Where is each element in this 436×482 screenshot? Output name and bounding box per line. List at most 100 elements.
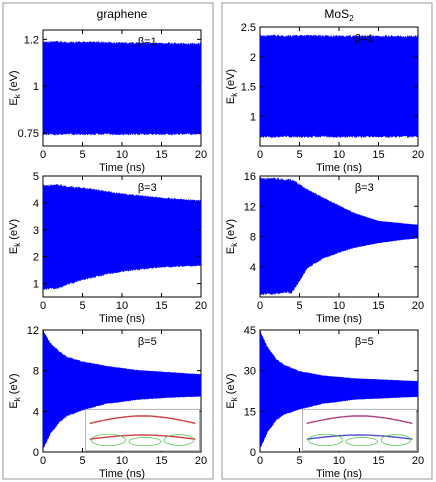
x-axis-label: Time (ns) xyxy=(99,162,145,174)
x-tick-label: 0 xyxy=(40,455,46,467)
y-tick-label: 8 xyxy=(33,366,39,378)
beta-annotation: β=1 xyxy=(355,33,374,45)
beta-annotation: β=3 xyxy=(355,182,374,194)
left-column-frame xyxy=(2,2,214,480)
energy-signal xyxy=(259,176,419,296)
panel-graphene-beta3: 0 5 10 15 20 1 2 3 4 5 Time (ns) Ek (eV) β=3 xyxy=(8,171,207,325)
x-tick-label: 15 xyxy=(372,455,384,467)
panel-mos2-beta5: 0 5 10 15 20 0 15 30 45 Time (ns) Ek (eV) β=5 xyxy=(225,325,424,480)
x-tick-label: 10 xyxy=(333,300,345,312)
y-tick-label: 0 xyxy=(250,447,256,459)
x-tick-label: 20 xyxy=(195,455,207,467)
energy-signal xyxy=(42,183,202,291)
x-tick-label: 0 xyxy=(40,149,46,161)
x-tick-label: 5 xyxy=(79,455,85,467)
y-tick-label: 16 xyxy=(244,171,256,183)
x-tick-label: 20 xyxy=(412,455,424,467)
y-tick-label: 0 xyxy=(33,447,39,459)
x-tick-label: 20 xyxy=(412,149,424,161)
inset-upper-sheet xyxy=(89,415,196,425)
energy-signal xyxy=(42,330,202,448)
x-tick-label: 15 xyxy=(155,455,167,467)
x-tick-label: 5 xyxy=(79,149,85,161)
x-axis-label: Time (ns) xyxy=(316,162,362,174)
x-tick-label: 0 xyxy=(40,300,46,312)
x-tick-label: 10 xyxy=(333,455,345,467)
mos2-column-title: MoS2 xyxy=(324,7,354,23)
x-axis-label: Time (ns) xyxy=(316,468,362,480)
y-tick-label: 15 xyxy=(244,406,256,418)
y-tick-label: 1 xyxy=(33,81,39,93)
y-axis-label: Ek (eV) xyxy=(225,219,239,254)
x-tick-label: 0 xyxy=(257,149,263,161)
inset-box xyxy=(302,408,417,452)
y-tick-label: 4 xyxy=(33,198,39,210)
y-tick-label: 1.2 xyxy=(24,34,39,46)
y-tick-label: 1.5 xyxy=(241,82,256,94)
inset-loop xyxy=(128,437,162,447)
inset-loop xyxy=(163,434,195,446)
y-tick-label: 0.75 xyxy=(18,128,39,140)
inset-loop xyxy=(307,433,343,447)
panel-graphene-beta5: 0 5 10 15 20 0 4 8 12 Time (ns) Ek (eV) β=5 xyxy=(8,325,207,480)
y-axis-label: Ek (eV) xyxy=(8,70,22,105)
x-tick-label: 15 xyxy=(155,300,167,312)
x-tick-label: 10 xyxy=(116,149,128,161)
right-column-frame xyxy=(221,2,433,480)
y-tick-label: 12 xyxy=(27,325,39,337)
x-tick-label: 10 xyxy=(333,149,345,161)
x-tick-label: 20 xyxy=(195,300,207,312)
y-axis-label: Ek (eV) xyxy=(225,373,239,408)
beta-annotation: β=3 xyxy=(138,182,157,194)
x-tick-label: 5 xyxy=(296,455,302,467)
x-tick-label: 10 xyxy=(116,455,128,467)
x-tick-label: 20 xyxy=(195,149,207,161)
x-tick-label: 20 xyxy=(412,300,424,312)
y-tick-label: 2 xyxy=(250,52,256,64)
beta-annotation: β=5 xyxy=(355,336,374,348)
y-tick-label: 3 xyxy=(33,225,39,237)
beta-annotation: β=1 xyxy=(138,36,157,48)
x-tick-label: 15 xyxy=(372,300,384,312)
y-tick-label: 30 xyxy=(244,366,256,378)
y-tick-label: 1 xyxy=(250,111,256,123)
y-axis-label: Ek (eV) xyxy=(8,373,22,408)
energy-signal xyxy=(259,331,419,448)
graphene-column-title: graphene xyxy=(97,7,148,21)
inset-lower-sheet xyxy=(89,434,196,440)
y-tick-label: 1 xyxy=(33,279,39,291)
y-tick-label: 5 xyxy=(33,171,39,183)
x-tick-label: 5 xyxy=(79,300,85,312)
x-tick-label: 5 xyxy=(296,300,302,312)
x-tick-label: 15 xyxy=(155,149,167,161)
y-tick-label: 4 xyxy=(250,262,256,274)
y-tick-label: 2.5 xyxy=(241,22,256,34)
y-axis-label: Ek (eV) xyxy=(8,219,22,254)
panel-mos2-beta1: 0 5 10 15 20 1 1.5 2 2.5 Time (ns) Ek (eV) β=1 xyxy=(225,22,424,174)
x-axis-label: Time (ns) xyxy=(316,313,362,325)
inset-loop xyxy=(345,437,379,447)
energy-signal xyxy=(42,40,202,136)
y-tick-label: 2 xyxy=(33,252,39,264)
x-tick-label: 15 xyxy=(372,149,384,161)
inset-upper-sheet xyxy=(306,415,413,425)
beta-annotation: β=5 xyxy=(138,336,157,348)
x-tick-label: 5 xyxy=(296,149,302,161)
x-axis-label: Time (ns) xyxy=(99,313,145,325)
x-tick-label: 0 xyxy=(257,455,263,467)
y-tick-label: 45 xyxy=(244,325,256,337)
x-tick-label: 0 xyxy=(257,300,263,312)
x-axis-label: Time (ns) xyxy=(99,468,145,480)
mos2-title-sub: 2 xyxy=(349,14,354,23)
y-tick-label: 12 xyxy=(244,201,256,213)
inset-lower-sheet xyxy=(306,434,413,440)
energy-signal xyxy=(259,34,419,139)
inset-loop xyxy=(380,434,412,446)
x-tick-label: 10 xyxy=(116,300,128,312)
mos2-title-base: MoS xyxy=(324,7,349,21)
y-tick-label: 8 xyxy=(250,232,256,244)
y-axis-label: Ek (eV) xyxy=(225,69,239,104)
panel-graphene-beta1: 0 5 10 15 20 0.75 1 1.2 Time (ns) Ek (eV) β=1 xyxy=(8,29,207,174)
inset-loop xyxy=(90,433,126,447)
